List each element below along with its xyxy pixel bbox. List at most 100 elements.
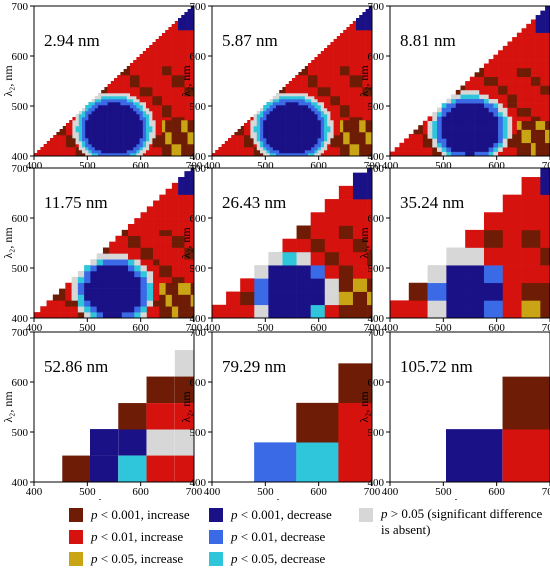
- heatmap-cell: [153, 259, 160, 266]
- heatmap-cell: [502, 194, 522, 213]
- heatmap-cell: [333, 114, 338, 118]
- heatmap-cell: [279, 141, 283, 145]
- heatmap-cell: [336, 39, 341, 43]
- y-tick-label: 700: [368, 1, 385, 13]
- heatmap-cell: [190, 253, 195, 260]
- heatmap-cell: [115, 247, 123, 254]
- heatmap-cell: [109, 294, 116, 301]
- heatmap-cell: [359, 39, 363, 43]
- heatmap-cell: [88, 105, 92, 109]
- heatmap-cell: [123, 111, 128, 115]
- heatmap-cell: [123, 78, 128, 82]
- heatmap-cell: [184, 87, 188, 91]
- heatmap-cell: [90, 276, 97, 284]
- heatmap-cell: [276, 117, 280, 121]
- heatmap-cell: [162, 99, 166, 103]
- heatmap-cell: [333, 132, 338, 136]
- heatmap-cell: [130, 99, 134, 103]
- heatmap-cell: [521, 147, 527, 152]
- heatmap-cell: [336, 54, 341, 58]
- heatmap-cell: [152, 69, 156, 73]
- heatmap-cell: [142, 72, 147, 76]
- heatmap-cell: [352, 185, 368, 200]
- heatmap-cell: [301, 123, 306, 127]
- heatmap-cell: [260, 126, 264, 130]
- heatmap-cell: [98, 93, 102, 97]
- heatmap-cell: [516, 129, 522, 135]
- heatmap-cell: [139, 93, 144, 97]
- heatmap-cell: [340, 51, 344, 55]
- heatmap-cell: [50, 147, 54, 151]
- heatmap-cell: [336, 57, 341, 61]
- heatmap-cell: [62, 147, 67, 151]
- heatmap-cell: [479, 116, 485, 122]
- heatmap-cell: [451, 151, 457, 157]
- heatmap-cell: [399, 147, 405, 152]
- heatmap-cell: [368, 114, 373, 118]
- heatmap-cell: [178, 114, 182, 118]
- heatmap-cell: [171, 200, 179, 207]
- heatmap-cell: [498, 129, 504, 135]
- heatmap-cell: [187, 147, 192, 151]
- heatmap-cell: [352, 75, 357, 79]
- heatmap-cell: [298, 90, 302, 94]
- heatmap-cell: [362, 12, 366, 16]
- heatmap-cell: [272, 105, 277, 109]
- heatmap-cell: [107, 135, 112, 139]
- heatmap-cell: [320, 60, 325, 64]
- heatmap-cell: [130, 93, 134, 97]
- heatmap-cell: [159, 288, 166, 295]
- heatmap-cell: [159, 247, 166, 254]
- heatmap-cell: [292, 132, 296, 136]
- heatmap-cell: [368, 72, 373, 76]
- heatmap-cell: [136, 66, 140, 70]
- heatmap-cell: [250, 120, 254, 124]
- heatmap-cell: [516, 116, 522, 122]
- heatmap-cell: [540, 265, 550, 284]
- heatmap-cell: [168, 114, 172, 118]
- heatmap-cell: [304, 123, 309, 127]
- heatmap-cell: [98, 126, 102, 130]
- heatmap-cell: [368, 99, 373, 103]
- heatmap-cell: [102, 312, 110, 319]
- heatmap-cell: [104, 93, 108, 97]
- heatmap-cell: [266, 135, 270, 139]
- heatmap-cell: [422, 120, 428, 126]
- heatmap-cell: [493, 138, 499, 144]
- heatmap-cell: [343, 129, 347, 133]
- heatmap-cell: [516, 111, 522, 117]
- heatmap-cell: [311, 153, 315, 157]
- heatmap-cell: [107, 123, 112, 127]
- heatmap-cell: [327, 141, 331, 145]
- heatmap-cell: [168, 99, 172, 103]
- heatmap-cell: [298, 117, 302, 121]
- heatmap-cell: [250, 135, 254, 139]
- heatmap-cell: [526, 76, 532, 82]
- heatmap-cell: [253, 132, 258, 136]
- heatmap-cell: [75, 123, 80, 127]
- heatmap-cell: [98, 96, 102, 100]
- heatmap-cell: [324, 225, 340, 240]
- heatmap-cell: [162, 57, 166, 61]
- heatmap-cell: [540, 125, 546, 130]
- heatmap-cell: [53, 135, 57, 139]
- heatmap-cell: [142, 81, 147, 85]
- heatmap-cell: [304, 153, 309, 157]
- heatmap-cell: [324, 66, 328, 70]
- heatmap-cell: [516, 98, 522, 104]
- heatmap-cell: [107, 90, 112, 94]
- heatmap-cell: [540, 10, 546, 16]
- heatmap-cell: [465, 133, 471, 139]
- heatmap-cell: [174, 376, 194, 403]
- heatmap-cell: [295, 114, 299, 118]
- heatmap-cell: [285, 99, 290, 103]
- heatmap-cell: [399, 151, 405, 157]
- heatmap-cell: [336, 132, 341, 136]
- heatmap-cell: [244, 126, 248, 130]
- heatmap-cell: [165, 147, 169, 151]
- heatmap-cell: [237, 135, 242, 139]
- heatmap-cell: [136, 141, 140, 145]
- heatmap-cell: [152, 120, 156, 124]
- heatmap-cell: [107, 93, 112, 97]
- heatmap-cell: [311, 102, 315, 106]
